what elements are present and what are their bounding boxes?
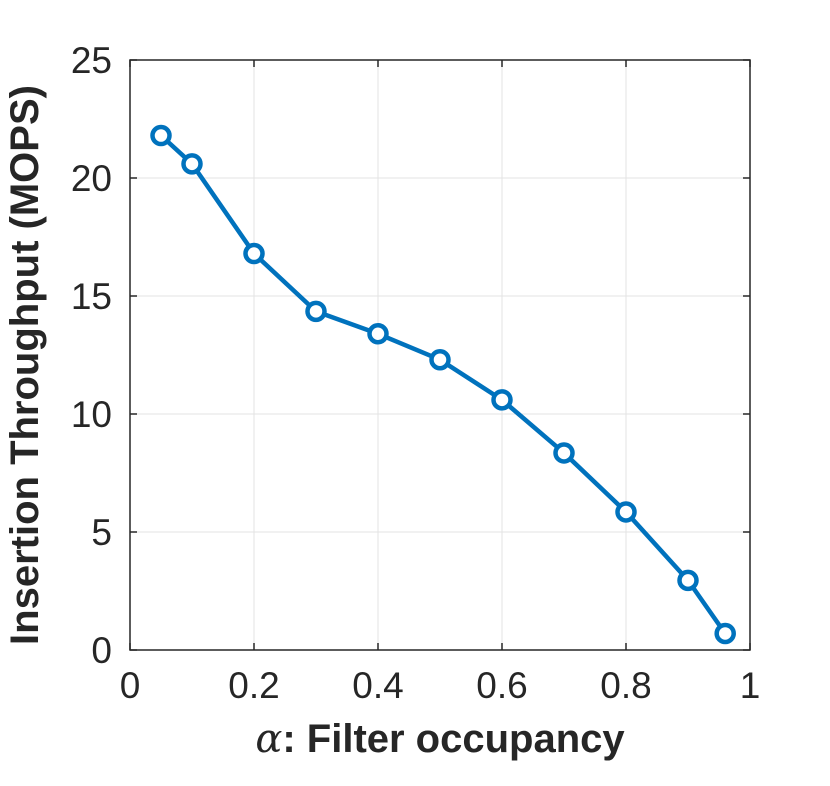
data-point-marker — [243, 242, 265, 265]
x-tick-label: 0 — [120, 665, 141, 706]
data-point-marker — [181, 153, 203, 175]
x-axis-label-text: : Filter occupancy — [282, 717, 625, 761]
x-axis-label: α: Filter occupancy — [255, 716, 625, 762]
data-point-marker — [429, 348, 451, 371]
x-tick-label: 0.8 — [600, 665, 651, 706]
data-point-marker — [615, 501, 637, 523]
y-tick-label: 25 — [71, 40, 112, 81]
data-point-marker — [677, 569, 699, 592]
data-point-marker — [714, 622, 736, 645]
data-point-marker — [150, 124, 172, 147]
x-tick-label: 0.2 — [228, 665, 279, 706]
x-tick-label: 0.4 — [352, 665, 403, 706]
y-tick-label: 0 — [91, 630, 112, 671]
y-tick-label: 5 — [91, 512, 112, 553]
series-line — [159, 133, 728, 635]
data-point-marker — [367, 323, 389, 345]
y-tick-label: 15 — [71, 276, 112, 317]
data-series — [150, 124, 736, 645]
x-tick-label: 0.6 — [476, 665, 527, 706]
y-tick-label: 20 — [71, 158, 112, 199]
y-tick-label: 10 — [71, 394, 112, 435]
x-tick-label: 1 — [740, 665, 761, 706]
x-axis-label-symbol: α — [255, 716, 282, 762]
data-point-marker — [553, 442, 575, 464]
y-axis-label: Insertion Throughput (MOPS) — [3, 85, 47, 645]
data-point-marker — [305, 300, 327, 323]
data-point-marker — [491, 389, 513, 411]
plot-area-frame — [129, 59, 751, 651]
